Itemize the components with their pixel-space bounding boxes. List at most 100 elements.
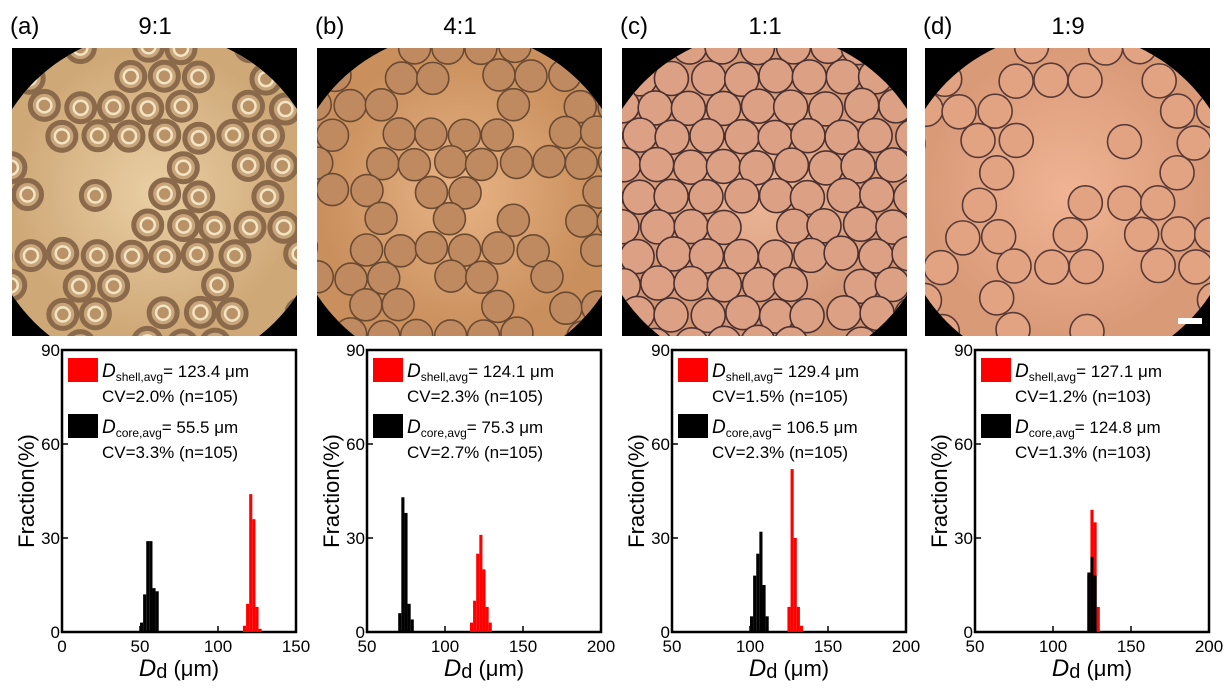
droplet-core [141, 218, 155, 232]
droplet [706, 149, 740, 183]
y-tick-label: 30 [41, 529, 60, 548]
histogram-bar [759, 532, 762, 632]
x-tick-label: 100 [1039, 637, 1067, 656]
legend-swatch [981, 358, 1011, 382]
legend-label: Dshell,avg= 127.1 μm [1015, 361, 1162, 384]
droplet [640, 148, 674, 182]
legend-value: = 124.8 μm [1075, 418, 1161, 437]
x-axis-label: Dd (μm) [749, 655, 829, 683]
droplet [1197, 94, 1225, 128]
droplet [1195, 218, 1225, 252]
droplet [641, 266, 675, 300]
histogram-bar [246, 604, 249, 632]
droplet [368, 321, 400, 353]
droplet [824, 236, 858, 270]
droplet [501, 317, 533, 349]
droplet-core [0, 250, 3, 264]
droplet [286, 240, 314, 268]
droplet-core [275, 159, 289, 173]
droplet-core [88, 307, 102, 321]
legend-value: = 75.3 μm [467, 418, 543, 437]
legend-symbol: D [102, 361, 116, 382]
droplet [654, 298, 688, 332]
droplet [301, 261, 333, 293]
droplet [497, 204, 529, 236]
droplet [1142, 64, 1176, 98]
droplet-core [243, 220, 257, 234]
legend-label: Dshell,avg= 123.4 μm [102, 361, 249, 384]
y-tick-label: 60 [41, 435, 60, 454]
droplet [1034, 63, 1068, 97]
droplet-core [142, 39, 156, 53]
droplet [499, 30, 531, 62]
panel-label: (b) [315, 13, 344, 40]
x-tick-label: 50 [131, 637, 150, 656]
droplet [435, 146, 467, 178]
histogram-bar [259, 629, 262, 632]
legend-swatch [678, 358, 708, 382]
droplet-core [141, 102, 155, 116]
droplet [401, 319, 433, 351]
droplet [892, 237, 926, 271]
panel-title: 1:9 [1051, 13, 1084, 40]
droplet [980, 156, 1014, 190]
histogram-bar [398, 613, 401, 632]
droplet [826, 60, 860, 94]
droplet [1035, 250, 1069, 284]
photo [0, 32, 351, 389]
histogram-bar [404, 513, 407, 632]
droplet-core [125, 249, 139, 263]
droplet-core [3, 336, 17, 350]
droplet [1108, 186, 1142, 220]
histogram-bar [140, 623, 143, 632]
droplet [1213, 124, 1225, 158]
histogram-bar [1094, 576, 1097, 632]
legend-subscript: core,avg [1029, 426, 1075, 440]
x-tick-label: 150 [814, 637, 842, 656]
droplet-core [176, 161, 190, 175]
droplet [1068, 63, 1102, 97]
histogram-bar [143, 594, 146, 632]
x-axis-symbol: D [139, 655, 156, 682]
x-tick-label: 100 [204, 637, 232, 656]
droplet [858, 119, 892, 153]
histogram-bar [255, 607, 258, 632]
droplet [777, 209, 811, 243]
histogram-bar [1087, 572, 1090, 632]
droplet [334, 90, 366, 122]
legend-subscript: shell,avg [421, 370, 468, 384]
x-axis-unit: (μm) [777, 656, 829, 681]
legend-note: CV=2.0% (n=105) [102, 387, 238, 406]
histogram-bar [243, 626, 246, 632]
histogram-bar [489, 623, 492, 632]
droplet [482, 232, 514, 264]
droplet-core [207, 220, 221, 234]
droplet [1160, 156, 1194, 190]
droplet [845, 88, 879, 122]
droplet [350, 289, 382, 321]
histogram-bar [766, 616, 769, 632]
droplet [1053, 218, 1087, 252]
x-axis-label: Dd (μm) [444, 655, 524, 683]
y-tick-label: 60 [954, 435, 973, 454]
droplet-core [174, 42, 188, 56]
droplet [399, 32, 431, 64]
droplet [550, 116, 582, 148]
x-axis-symbol: D [444, 655, 461, 682]
histogram-bar [470, 623, 473, 632]
panel-title: 1:1 [748, 13, 781, 40]
droplet [908, 345, 942, 379]
droplet [999, 64, 1033, 98]
y-axis-label: Fraction(%) [319, 434, 344, 548]
histogram-bar [791, 469, 794, 632]
droplet [500, 146, 532, 178]
legend-value: = 106.5 μm [772, 418, 858, 437]
droplet-core [106, 100, 120, 114]
droplet [1089, 31, 1123, 65]
x-axis-subscript: d [766, 661, 777, 683]
histogram-bar [800, 626, 803, 632]
droplet [1161, 94, 1195, 128]
legend-value: = 127.1 μm [1076, 362, 1162, 381]
panel-title: 4:1 [443, 13, 476, 40]
droplet [791, 119, 825, 153]
